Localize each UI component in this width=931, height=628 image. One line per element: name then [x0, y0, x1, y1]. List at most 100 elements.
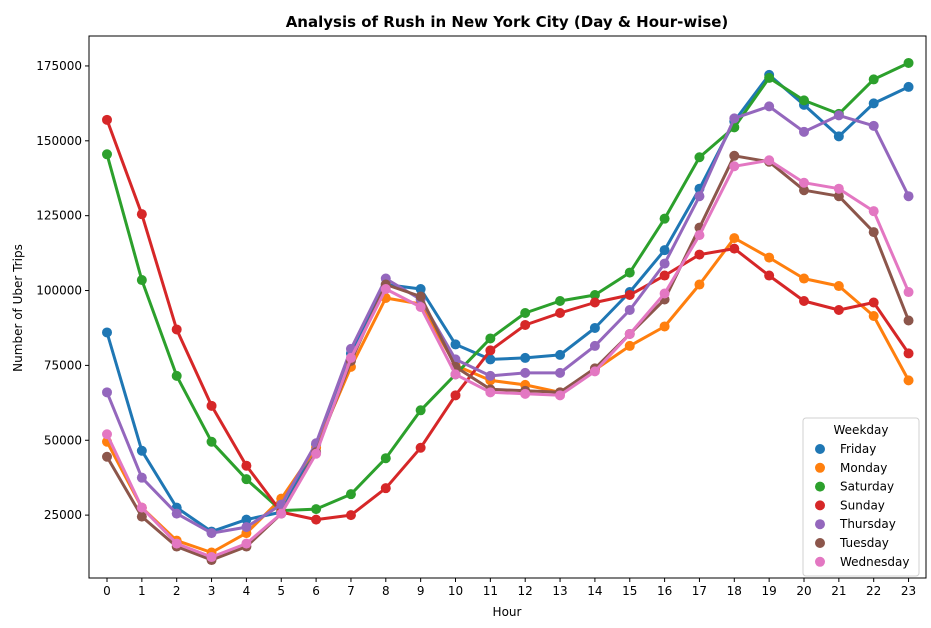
legend: Weekday Friday Monday Saturday Sunday Thursda…	[802, 417, 920, 577]
y-tick-label: 25000	[44, 508, 82, 522]
data-point	[520, 352, 531, 363]
data-point	[833, 304, 844, 315]
data-point	[903, 57, 914, 68]
data-point	[136, 209, 147, 220]
data-point	[102, 327, 112, 338]
data-point	[555, 349, 566, 360]
data-point	[555, 296, 566, 307]
data-point	[450, 369, 461, 380]
data-point	[415, 284, 426, 295]
data-point	[415, 302, 426, 312]
legend-marker	[815, 556, 825, 567]
legend-marker	[815, 481, 825, 492]
data-point	[903, 191, 914, 202]
data-point	[659, 258, 670, 269]
x-tick-label: 9	[417, 584, 425, 598]
data-point	[868, 120, 879, 131]
data-point	[485, 387, 496, 398]
x-tick-label: 20	[796, 584, 811, 598]
data-point	[241, 460, 252, 471]
data-point	[589, 366, 600, 377]
data-point	[868, 74, 879, 85]
x-tick-label: 22	[866, 584, 881, 598]
series-friday	[102, 69, 914, 537]
legend-marker	[815, 444, 825, 454]
x-tick-label: 19	[762, 584, 777, 598]
y-tick-label: 75000	[44, 358, 82, 372]
data-point	[799, 95, 809, 106]
y-tick-label: 50000	[44, 433, 82, 447]
data-point	[694, 152, 705, 163]
data-point	[136, 502, 147, 513]
legend-label: Wednesday	[840, 555, 909, 569]
data-point	[415, 405, 426, 416]
data-point	[136, 275, 147, 286]
legend-box	[802, 417, 920, 577]
series-line-tuesday	[105, 154, 910, 562]
data-point	[659, 270, 670, 281]
data-point	[380, 483, 391, 494]
legend-marker	[815, 538, 825, 548]
data-point	[102, 114, 112, 125]
data-point	[206, 400, 217, 411]
data-point	[624, 328, 635, 339]
data-point	[694, 230, 705, 241]
data-point	[102, 451, 112, 462]
data-point	[833, 131, 844, 142]
data-point	[589, 297, 600, 308]
data-point	[903, 348, 914, 359]
data-point	[311, 514, 322, 525]
data-point	[276, 508, 287, 519]
plot-area: 0 1 2 3 4 5 6 7 8 9 10 11 12 13 14 15 16 17 18 19 20 21 22 2325…	[36, 35, 927, 598]
data-point	[729, 161, 740, 172]
data-point	[450, 390, 461, 401]
data-point	[136, 511, 147, 522]
x-tick-label: 6	[312, 584, 320, 598]
data-point	[694, 279, 705, 290]
data-point	[171, 324, 182, 335]
x-tick-label: 16	[657, 584, 672, 598]
data-point	[241, 514, 252, 525]
data-point	[555, 307, 566, 318]
data-point	[555, 367, 566, 378]
x-tick-label: 3	[208, 584, 216, 598]
data-point	[241, 538, 252, 549]
data-point	[729, 150, 740, 161]
y-axis-label: Number of Uber Trips	[11, 244, 25, 372]
series-saturday	[102, 57, 914, 516]
x-tick-label: 12	[518, 584, 533, 598]
data-point	[136, 472, 147, 483]
chart-title: Analysis of Rush in New York City (Day &…	[286, 13, 729, 31]
data-point	[903, 315, 914, 326]
plot-frame	[88, 35, 927, 579]
data-point	[903, 81, 914, 92]
x-tick-label: 21	[831, 584, 846, 598]
y-tick-label: 175000	[36, 59, 82, 73]
x-tick-label: 4	[243, 584, 251, 598]
data-point	[380, 284, 391, 295]
data-point	[485, 333, 496, 344]
data-point	[345, 352, 356, 363]
x-tick-label: 1	[138, 584, 146, 598]
data-point	[206, 436, 217, 447]
legend-label: Tuesday	[839, 536, 889, 550]
data-point	[659, 213, 670, 224]
data-point	[764, 270, 775, 281]
y-tick-label: 150000	[36, 134, 82, 148]
data-point	[694, 249, 705, 260]
series-line-thursday	[105, 104, 910, 535]
data-point	[555, 390, 566, 401]
series-line-wednesday	[105, 158, 910, 559]
data-point	[345, 489, 356, 500]
data-point	[102, 387, 112, 398]
data-point	[241, 474, 252, 485]
data-point	[659, 245, 670, 256]
x-tick-label: 11	[483, 584, 498, 598]
data-point	[764, 252, 775, 263]
data-point	[659, 321, 670, 332]
data-point	[729, 243, 740, 254]
data-point	[799, 126, 809, 137]
data-point	[833, 281, 844, 292]
legend-marker	[815, 500, 825, 511]
